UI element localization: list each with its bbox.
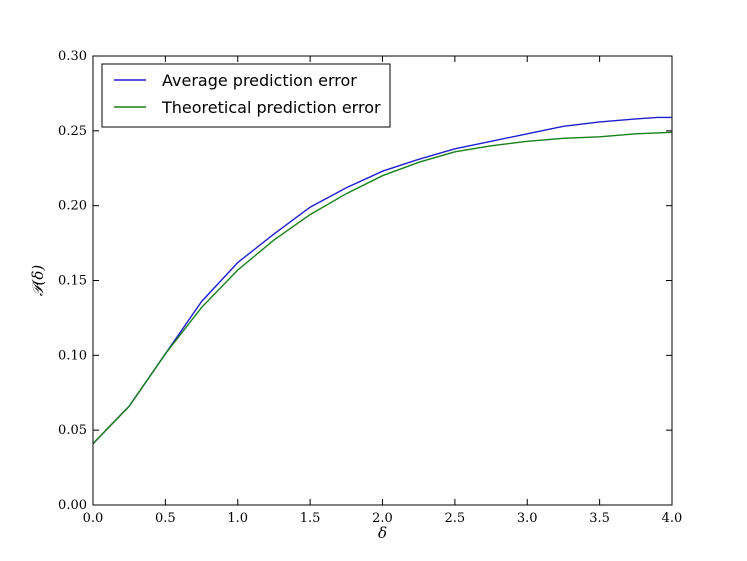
y-tick-label: 0.05 xyxy=(58,423,87,438)
legend: Average prediction error Theoretical pred… xyxy=(101,63,391,128)
x-tick-label: 4.0 xyxy=(662,511,683,526)
y-tick-label: 0.10 xyxy=(58,348,87,363)
y-tick-label: 0.15 xyxy=(58,274,87,289)
x-tick-label: 1.0 xyxy=(227,511,248,526)
legend-entry: Average prediction error xyxy=(162,71,357,90)
x-axis-label: δ xyxy=(378,524,387,542)
x-tick-label: 3.5 xyxy=(589,511,610,526)
series-line-2 xyxy=(92,131,673,445)
x-tick-label: 2.5 xyxy=(445,511,466,526)
y-tick-label: 0.30 xyxy=(58,49,87,64)
x-tick-label: 1.5 xyxy=(300,511,321,526)
legend-box xyxy=(101,63,391,128)
y-tick-label: 0.20 xyxy=(58,199,87,214)
series-layer xyxy=(92,116,673,445)
series-line-1 xyxy=(92,116,672,445)
x-tick-label: 2.0 xyxy=(372,511,393,526)
x-tick-label: 0.5 xyxy=(155,511,176,526)
legend-entry: Theoretical prediction error xyxy=(161,98,381,117)
x-tick-label: 3.0 xyxy=(517,511,538,526)
tick-layer: 0.0 0.5 1.0 1.5 2.0 2.5 3.0 3.5 4.0 0.00 0.05 0.10 0… xyxy=(58,49,682,526)
y-axis-label: 𝒫(δ) xyxy=(29,265,47,297)
y-tick-label: 0.25 xyxy=(58,124,87,139)
y-tick-label: 0.00 xyxy=(58,498,87,513)
x-tick-label: 0.0 xyxy=(83,511,104,526)
